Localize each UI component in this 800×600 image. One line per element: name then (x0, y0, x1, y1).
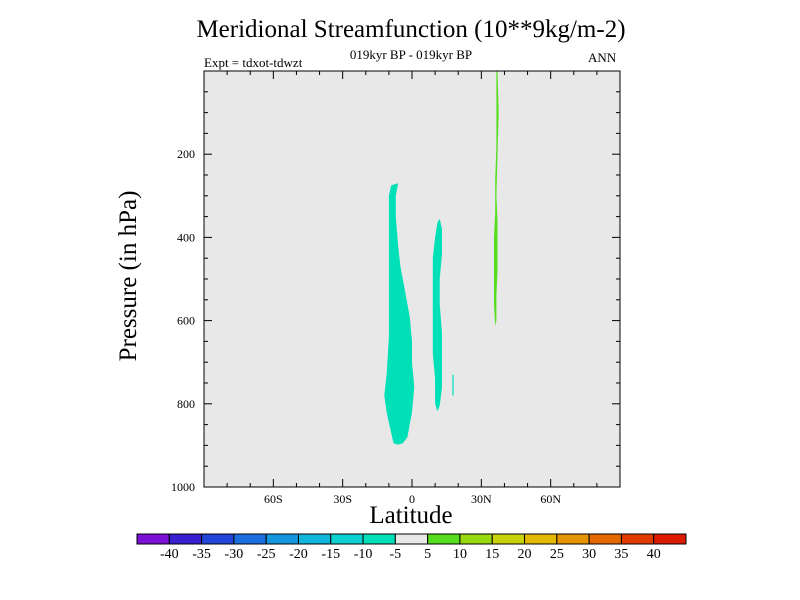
colorbar-swatch (362, 533, 396, 545)
colorbar-swatch (265, 533, 299, 545)
y-tick-label: 600 (177, 314, 195, 328)
colorbar-label: -40 (160, 547, 179, 562)
colorbar-swatch (297, 533, 332, 545)
colorbar-swatch (201, 533, 235, 545)
colorbar-swatch (524, 533, 558, 545)
x-tick-label: 30N (471, 492, 492, 506)
x-tick-label: 60N (540, 492, 561, 506)
colorbar-label: -25 (257, 547, 276, 562)
colorbar-swatch (653, 533, 687, 545)
colorbar-label: 30 (582, 547, 596, 562)
colorbar-label: -15 (321, 547, 340, 562)
colorbar-swatch (491, 533, 526, 545)
chart-title: Meridional Streamfunction (10**9kg/m-2) (196, 16, 626, 43)
colorbar-label: 15 (485, 547, 499, 562)
colorbar-label: -30 (225, 547, 244, 562)
y-tick-label: 200 (177, 147, 195, 161)
colorbar-label: 40 (647, 547, 661, 562)
plot-frame (203, 70, 621, 488)
colorbar-swatch (620, 533, 655, 545)
colorbar-label: -10 (354, 547, 373, 562)
x-tick-label: 60S (264, 492, 283, 506)
x-axis-label: Latitude (369, 502, 453, 529)
plot-background (204, 71, 620, 487)
contour-region-2 (432, 218, 442, 412)
colorbar-swatch (556, 533, 590, 545)
contour-region-4 (494, 71, 499, 326)
colorbar-label: -20 (289, 547, 308, 562)
colorbar-label: 5 (424, 547, 431, 562)
colorbar-swatch (394, 533, 429, 545)
colorbar-swatch (459, 533, 493, 545)
colorbar-swatch (168, 533, 203, 545)
y-tick-label: 800 (177, 397, 195, 411)
contour-region-3 (452, 374, 454, 396)
x-tick-label: 0 (409, 492, 415, 506)
y-tick-label: 400 (177, 230, 195, 244)
season-label: ANN (588, 50, 617, 65)
y-tick-label: 1000 (171, 480, 195, 494)
colorbar-swatch (588, 533, 622, 545)
colorbar-label: 10 (453, 547, 467, 562)
colorbar-label: 25 (550, 547, 564, 562)
colorbar-label: 35 (614, 547, 628, 562)
colorbar-swatch (427, 533, 461, 545)
x-tick-label: 30S (333, 492, 352, 506)
colorbar-swatch (136, 533, 170, 545)
experiment-label: Expt = tdxot-tdwzt (204, 55, 303, 70)
colorbar-swatch (233, 533, 267, 545)
contour-region-1 (384, 183, 415, 445)
chart-subtitle: 019kyr BP - 019kyr BP (349, 47, 473, 62)
colorbar-label: 20 (518, 547, 532, 562)
colorbar-swatch (330, 533, 364, 545)
colorbar-label: -35 (192, 547, 211, 562)
colorbar-label: -5 (390, 547, 402, 562)
